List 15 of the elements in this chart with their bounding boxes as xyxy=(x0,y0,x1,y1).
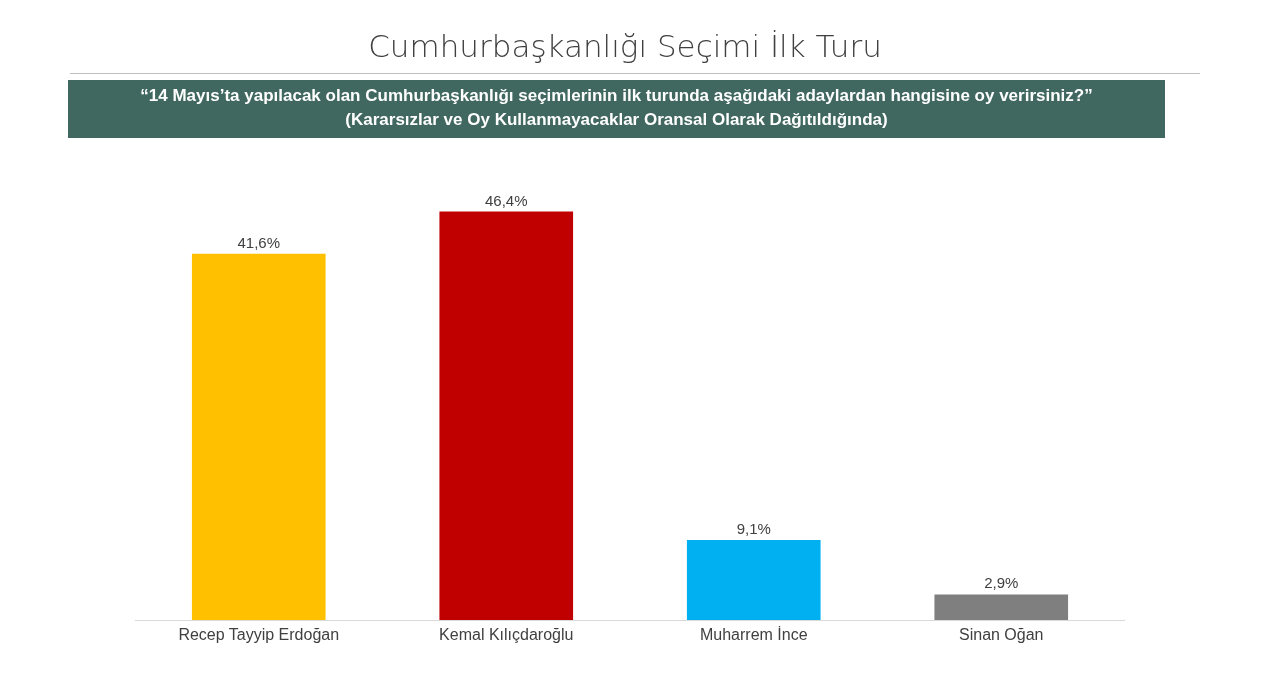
bar xyxy=(934,594,1069,620)
data-label: 9,1% xyxy=(736,519,771,537)
bar xyxy=(439,211,574,620)
bar xyxy=(686,539,821,620)
data-label: 41,6% xyxy=(237,233,281,251)
x-tick-label: Kemal Kılıçdaroğlu xyxy=(439,626,574,644)
chart-subtitle: “14 Mayıs’ta yapılacak olan Cumhurbaşkanlığı seçimlerinin ilk turunda aşağıdaki adaylardan hangisine oy verirsiniz?” xyxy=(139,85,1094,107)
x-tick-label: Recep Tayyip Erdoğan xyxy=(178,626,340,644)
text: (Kararsızlar ve Oy Kullanmayacaklar Oransal Olarak Dağıtıldığında) xyxy=(344,109,889,131)
data-label: 46,4% xyxy=(484,191,528,209)
x-tick-label: Sinan Oğan xyxy=(958,626,1044,644)
chart-title: Cumhurbaşkanlığı Seçimi İlk Turu xyxy=(367,28,883,64)
data-label: 2,9% xyxy=(984,574,1019,592)
bar xyxy=(191,253,326,620)
x-tick-label: Muharrem İnce xyxy=(699,625,808,644)
